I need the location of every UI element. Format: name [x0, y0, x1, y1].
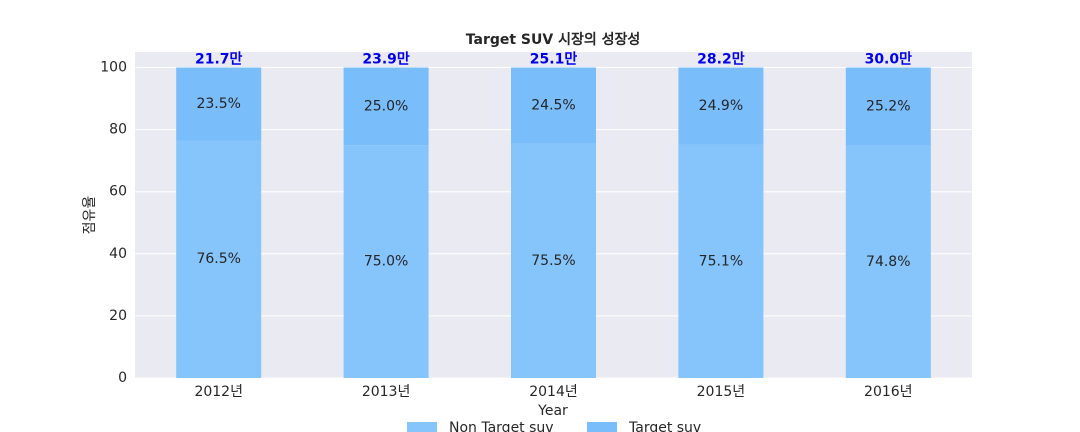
bar-segment [343, 145, 429, 378]
data-label: 75.0% [364, 254, 408, 270]
data-label: 25.2% [866, 99, 910, 115]
data-label: 25.0% [364, 98, 408, 114]
chart-title: Target SUV 시장의 성장성 [466, 31, 641, 48]
bar-segment [511, 143, 596, 378]
y-axis-label: 점유율 [82, 196, 98, 235]
data-label: 76.5% [196, 251, 240, 267]
data-label: 75.1% [699, 253, 743, 269]
bar-segment [511, 67, 596, 144]
x-tick-label: 2013년 [362, 384, 411, 400]
y-tick-label: 40 [109, 246, 127, 262]
data-label: 74.8% [866, 254, 910, 270]
legend-label: Non Target suv [449, 420, 554, 432]
bar-segment [845, 67, 931, 146]
x-tick-label: 2014년 [529, 384, 578, 400]
bar-segment [678, 67, 764, 145]
y-tick-label: 80 [109, 122, 127, 138]
bar-segment [845, 145, 931, 378]
total-annotation: 21.7만 [195, 52, 243, 68]
x-tick-label: 2016년 [864, 384, 913, 400]
y-tick-label: 0 [118, 370, 127, 386]
data-label: 75.5% [531, 253, 575, 269]
y-tick-label: 20 [109, 308, 127, 324]
total-annotation: 28.2만 [697, 52, 745, 68]
data-label: 23.5% [196, 96, 240, 112]
legend-label: Target suv [628, 420, 701, 432]
x-tick-label: 2015년 [697, 384, 746, 400]
x-axis-label: Year [537, 403, 568, 419]
total-annotation: 23.9만 [362, 52, 410, 68]
bar-segment [343, 67, 429, 146]
bar-segment [176, 140, 262, 378]
total-annotation: 25.1만 [530, 52, 578, 68]
legend-swatch [407, 422, 437, 432]
data-label: 24.9% [699, 98, 743, 114]
legend-swatch [587, 422, 617, 432]
data-label: 24.5% [531, 98, 575, 114]
total-annotation: 30.0만 [865, 52, 913, 68]
bar-segment [176, 67, 262, 141]
y-tick-label: 60 [109, 184, 127, 200]
y-tick-label: 100 [100, 60, 127, 76]
bar-segment [678, 144, 764, 378]
x-tick-label: 2012년 [194, 384, 243, 400]
